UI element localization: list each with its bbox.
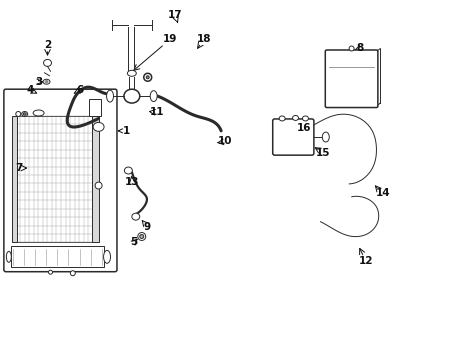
Ellipse shape [22, 111, 27, 117]
Ellipse shape [44, 60, 52, 66]
Text: 8: 8 [356, 43, 364, 53]
Ellipse shape [95, 182, 102, 189]
Ellipse shape [146, 76, 149, 79]
Ellipse shape [322, 132, 329, 142]
Ellipse shape [48, 270, 53, 274]
Ellipse shape [16, 111, 21, 117]
Text: 5: 5 [130, 237, 137, 247]
Text: 16: 16 [297, 124, 312, 133]
Text: 6: 6 [77, 85, 84, 95]
Ellipse shape [128, 70, 137, 76]
Text: 10: 10 [218, 136, 232, 146]
Text: 19: 19 [163, 34, 177, 44]
Bar [16, 116, 92, 243]
Bar [11, 246, 104, 267]
Text: 12: 12 [359, 256, 374, 266]
Text: 7: 7 [16, 163, 23, 173]
Ellipse shape [279, 116, 285, 121]
Ellipse shape [292, 116, 299, 120]
Ellipse shape [70, 271, 75, 276]
FancyBboxPatch shape [273, 119, 314, 155]
Text: 17: 17 [168, 10, 183, 20]
Bar [91, 116, 99, 243]
Bar [89, 98, 100, 116]
Text: 14: 14 [375, 188, 390, 198]
Ellipse shape [43, 79, 50, 84]
Ellipse shape [140, 235, 144, 238]
Ellipse shape [23, 113, 26, 115]
Ellipse shape [302, 116, 309, 121]
Text: 18: 18 [197, 34, 211, 44]
Ellipse shape [150, 91, 157, 102]
Ellipse shape [93, 122, 104, 131]
Text: 11: 11 [149, 108, 164, 118]
Text: 13: 13 [125, 177, 139, 187]
Bar [12, 116, 17, 243]
Text: 2: 2 [44, 40, 51, 50]
Ellipse shape [104, 250, 110, 263]
Text: 3: 3 [36, 77, 43, 87]
Ellipse shape [349, 46, 354, 51]
Ellipse shape [124, 89, 140, 103]
Text: 9: 9 [143, 222, 150, 231]
Text: 4: 4 [27, 85, 34, 95]
Ellipse shape [132, 213, 140, 220]
Ellipse shape [107, 90, 113, 102]
Ellipse shape [144, 73, 152, 81]
FancyBboxPatch shape [325, 50, 378, 108]
Text: 15: 15 [316, 148, 330, 158]
Text: 1: 1 [118, 126, 130, 136]
Ellipse shape [124, 167, 132, 174]
Ellipse shape [33, 110, 44, 116]
Ellipse shape [138, 232, 146, 240]
FancyBboxPatch shape [4, 89, 117, 272]
Ellipse shape [45, 80, 48, 83]
Ellipse shape [6, 251, 11, 262]
